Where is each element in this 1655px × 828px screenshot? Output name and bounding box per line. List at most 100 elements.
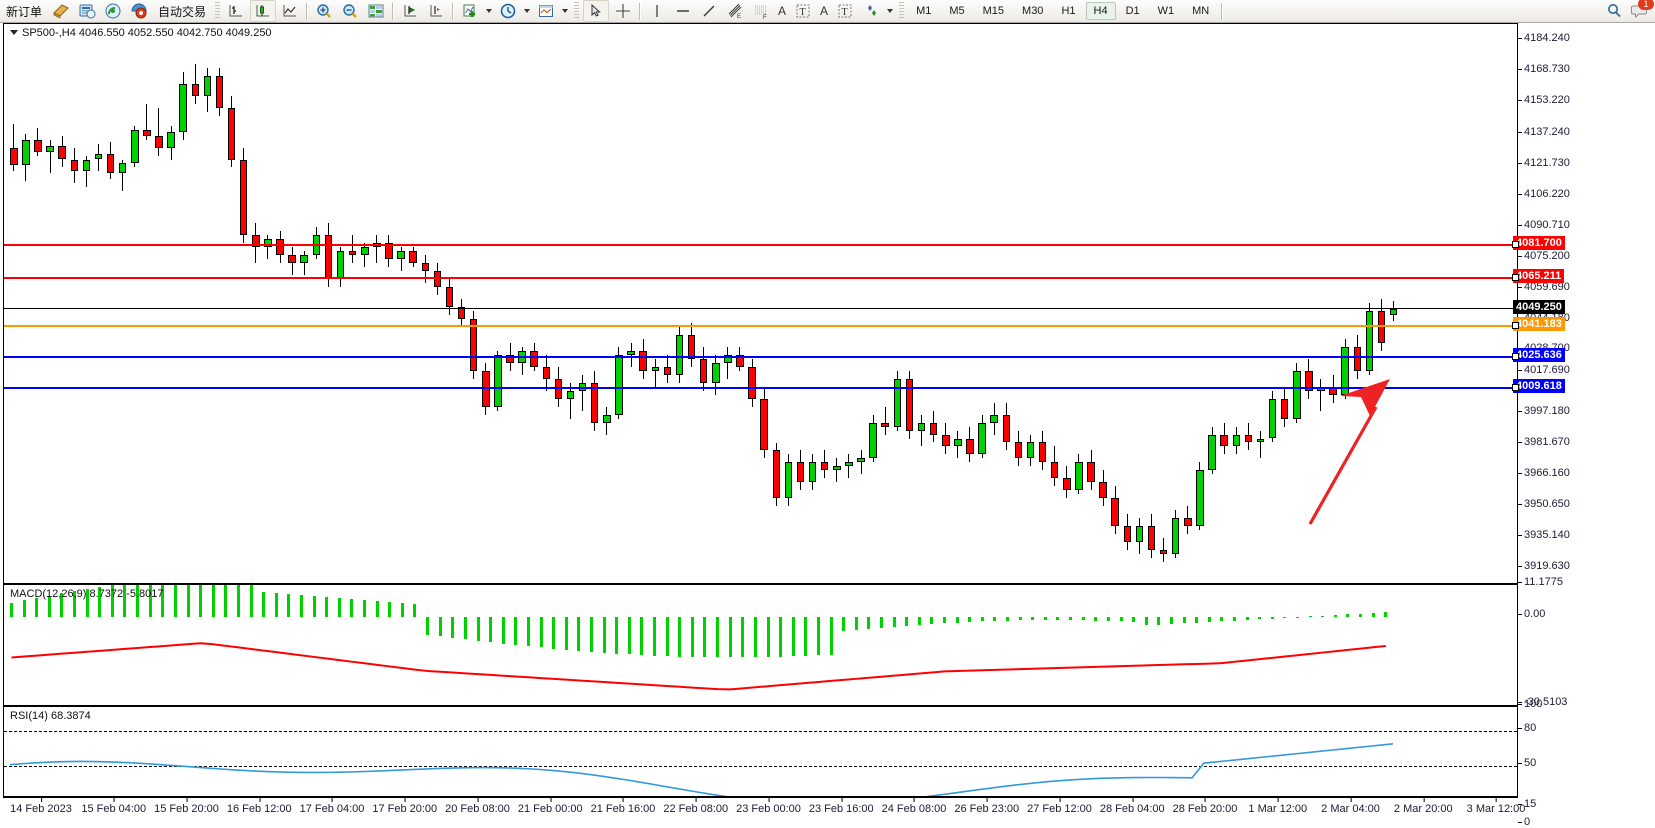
chat-icon[interactable]: 1 [1631,0,1654,20]
timeframe-button-m15[interactable]: M15 [982,5,1005,17]
zoom-in-icon[interactable] [312,1,336,21]
candle-body [1159,550,1168,555]
timeframe-button-h1[interactable]: H1 [1061,5,1076,17]
macd-histogram-bar [552,617,556,649]
candle-wick [727,346,729,379]
candlestick-chart-icon[interactable] [250,0,277,22]
price-level-line-current-price[interactable] [4,308,1517,310]
candlestick [409,247,417,268]
candle-body [954,438,962,447]
price-level-line-support[interactable] [4,387,1517,390]
signals-icon[interactable] [101,1,125,21]
auto-trading-icon[interactable] [127,1,151,21]
hline-icon[interactable] [671,1,695,21]
price-tick-label: 4106.220 [1518,187,1570,200]
price-level-tag-resistance[interactable]: 4081.700 [1512,235,1565,250]
candlestick [227,95,236,168]
candle-body [857,458,865,463]
objects-icon[interactable] [859,1,883,21]
new-order-icon[interactable] [49,1,73,21]
period-dropdown-caret[interactable] [524,9,531,13]
indicators-dropdown-caret[interactable] [486,9,493,13]
auto-trading-button[interactable]: 自动交易 [158,4,207,19]
candle-body [1268,398,1277,439]
macd-histogram-bar [627,617,631,655]
search-icon[interactable] [1605,2,1623,20]
rsi-pane[interactable]: RSI(14) 68.3874 [4,705,1517,796]
timeframe-button-w1[interactable]: W1 [1157,5,1175,17]
macd-histogram-bar [413,604,417,618]
price-level-line-pivot[interactable] [4,324,1517,327]
candlestick [1135,518,1144,555]
time-tick-label: 1 Mar 12:00 [1248,797,1308,815]
new-order-button[interactable]: 新订单 [6,4,43,19]
level-handle-icon[interactable] [1512,384,1519,392]
candlestick [905,370,914,439]
price-level-line-support[interactable] [4,355,1517,358]
macd-histogram-bar [589,617,593,652]
text-icon[interactable]: A [778,4,787,18]
price-level-line-resistance[interactable] [4,243,1517,246]
indicators-icon[interactable] [458,1,482,21]
equidistant-channel-icon[interactable]: E [723,1,747,21]
toolbar-grip[interactable] [899,2,905,20]
objects-dropdown-caret[interactable] [887,9,894,13]
price-pane[interactable]: SP500-,H4 4046.550 4052.550 4042.750 404… [4,24,1517,582]
trendline-icon[interactable] [697,1,721,21]
timeframe-button-m30[interactable]: M30 [1022,5,1044,17]
templates-icon[interactable] [534,1,558,21]
price-tick-label: 3981.670 [1518,436,1570,449]
toolbar-grip[interactable] [574,2,580,20]
text-plain-icon[interactable]: A [820,4,829,18]
timeframe-button-m1[interactable]: M1 [916,5,932,17]
candlestick [252,223,260,264]
price-level-tag-pivot[interactable]: 4041.183 [1512,316,1565,331]
timeframe-button-h4[interactable]: H4 [1085,2,1116,20]
vline-icon[interactable] [645,1,669,21]
time-tick-label: 14 Feb 2023 [10,797,72,815]
timeframe-button-d1[interactable]: D1 [1125,5,1140,17]
period-icon[interactable] [496,1,520,21]
candle-wick [836,458,838,483]
macd-pane[interactable]: MACD(12,26,9) 8.7372 -5.8017 [4,583,1517,705]
time-axis[interactable]: 14 Feb 2023 15 Feb 04:00 15 Feb 20:00 16 Fe… [3,797,1525,824]
zoom-out-icon[interactable] [338,1,362,21]
macd-histogram-bar [1006,617,1010,621]
cursor-icon[interactable] [583,0,610,22]
macd-histogram-bar [161,585,165,618]
level-handle-icon[interactable] [1512,273,1519,281]
price-level-tag-support[interactable]: 4025.636 [1512,347,1565,362]
shift-end-icon[interactable] [398,1,422,21]
price-level-line-resistance[interactable] [4,276,1517,279]
templates-dropdown-caret[interactable] [562,9,569,13]
macd-histogram-bar [60,593,64,618]
chart-plot-area[interactable]: SP500-,H4 4046.550 4052.550 4042.750 404… [3,23,1518,797]
price-level-tag-current-price[interactable]: 4049.250 [1513,300,1565,315]
macd-histogram-bar [337,598,341,618]
line-chart-icon[interactable] [278,1,302,21]
data-window-icon[interactable] [364,1,388,21]
profile-icon[interactable] [75,1,99,21]
candle-body [227,107,236,160]
price-tick-label: 4153.220 [1518,94,1570,107]
level-handle-icon[interactable] [1512,240,1519,248]
text-label-icon[interactable]: T [791,1,815,21]
level-handle-icon[interactable] [1512,352,1519,360]
macd-histogram-bar [400,603,404,618]
fibo-icon[interactable]: F [749,1,773,21]
timeframe-button-mn[interactable]: MN [1192,5,1210,17]
toolbar-grip[interactable] [215,2,221,20]
price-level-tag-support[interactable]: 4009.618 [1512,379,1565,394]
chart-menu-caret-icon[interactable] [10,30,18,35]
price-axis[interactable]: 4184.240 4168.730 4153.220 4137.240 4121.730… [1512,23,1655,828]
timeframe-button-m5[interactable]: M5 [949,5,965,17]
text-box-icon[interactable]: T [833,1,857,21]
level-handle-icon[interactable] [1512,321,1519,329]
macd-histogram-bar [1333,615,1337,618]
auto-scroll-icon[interactable] [424,1,448,21]
candle-body [699,358,708,383]
candle-body [155,135,163,148]
bar-chart-icon[interactable] [224,1,248,21]
price-level-tag-resistance[interactable]: 4065.211 [1512,268,1565,283]
crosshair-icon[interactable] [611,1,635,21]
